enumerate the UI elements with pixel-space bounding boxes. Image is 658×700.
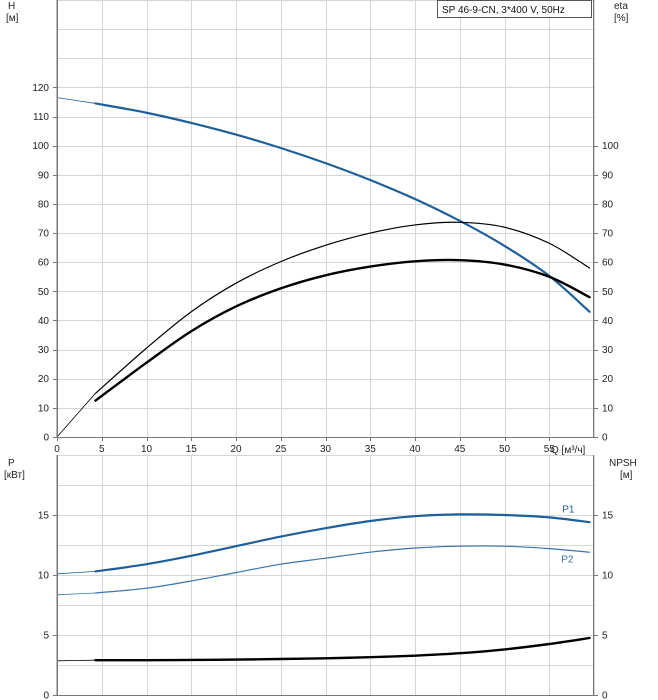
legend-text: SP 46-9-CN, 3*400 V, 50Hz bbox=[442, 5, 565, 16]
x-tick-label: 40 bbox=[409, 444, 421, 455]
y-left-tick-label: 20 bbox=[38, 374, 50, 385]
y-left-tick-label: 5 bbox=[43, 631, 49, 642]
h-axis-unit: [м] bbox=[6, 13, 19, 24]
series-P2-extension bbox=[56, 592, 96, 596]
y-left-tick-label: 120 bbox=[32, 83, 49, 94]
y-left-tick-label: 10 bbox=[38, 403, 50, 414]
series-eta-pump-extension bbox=[56, 393, 96, 438]
y-left-tick-label: 80 bbox=[38, 199, 50, 210]
series-P1-extension bbox=[56, 571, 96, 575]
y-left-tick-label: 0 bbox=[43, 433, 49, 444]
y-left-tick-label: 100 bbox=[32, 141, 49, 152]
y-right-tick-label: 40 bbox=[602, 316, 614, 327]
x-tick-label: 10 bbox=[141, 444, 153, 455]
top-panel-frame bbox=[56, 0, 594, 438]
series-NPSH-extension bbox=[56, 659, 96, 662]
top-grid bbox=[57, 0, 595, 438]
y-left-tick-label: 90 bbox=[38, 170, 50, 181]
power-npsh-panel: P1 P2 0 5 10 15 0 5 10 15 P [кВт] NPSH [м] bbox=[4, 455, 637, 700]
y-left-tick-label: 110 bbox=[33, 112, 49, 123]
bottom-series-layer: P1 P2 bbox=[56, 504, 591, 662]
x-tick-label: 55 bbox=[544, 444, 556, 455]
x-tick-label: 30 bbox=[320, 444, 332, 455]
y-left-tick-label: 50 bbox=[38, 287, 50, 298]
eta-axis-title: eta bbox=[614, 1, 628, 12]
y-right-tick-label: 90 bbox=[602, 170, 614, 181]
y-left-tick-label: 70 bbox=[38, 229, 50, 240]
y-right-tick-label: 0 bbox=[602, 691, 608, 700]
y-right-tick-label: 50 bbox=[602, 287, 614, 298]
top-series-layer bbox=[56, 97, 591, 438]
x-tick-label: 35 bbox=[365, 444, 377, 455]
series-NPSH-line bbox=[94, 636, 591, 662]
x-tick-label: 20 bbox=[230, 444, 242, 455]
legend-box bbox=[437, 0, 592, 18]
p-axis-unit: [кВт] bbox=[4, 470, 25, 481]
x-tick-label: 15 bbox=[186, 444, 198, 455]
series-P1-label: P1 bbox=[562, 504, 575, 515]
y-right-tick-label: 80 bbox=[602, 199, 614, 210]
y-right-tick-label: 10 bbox=[602, 571, 614, 582]
series-eta-pump-line bbox=[94, 221, 591, 394]
series-head-line bbox=[94, 102, 591, 313]
y-right-tick-label: 15 bbox=[602, 511, 614, 522]
y-right-tick-label: 60 bbox=[602, 258, 614, 269]
x-tick-label: 50 bbox=[499, 444, 511, 455]
legend: SP 46-9-CN, 3*400 V, 50Hz bbox=[437, 0, 592, 18]
x-tick-label: 25 bbox=[275, 444, 287, 455]
y-right-tick-label: 100 bbox=[602, 141, 619, 152]
bottom-axes: 0 5 10 15 0 5 10 15 bbox=[38, 455, 614, 700]
series-P2-line bbox=[94, 545, 591, 594]
npsh-axis-unit: [м] bbox=[620, 470, 633, 481]
y-right-tick-label: 30 bbox=[602, 345, 614, 356]
x-tick-label: 0 bbox=[54, 444, 60, 455]
npsh-axis-title: NPSH bbox=[609, 458, 637, 469]
eta-axis-unit: [%] bbox=[614, 13, 629, 24]
series-eta-total-line bbox=[94, 258, 591, 402]
y-right-tick-label: 20 bbox=[602, 374, 614, 385]
head-efficiency-panel: 0102030405060708090100110120010203040506… bbox=[6, 0, 629, 456]
y-right-tick-label: 5 bbox=[602, 631, 608, 642]
q-axis-label: Q [м³/ч] bbox=[551, 445, 586, 456]
y-right-tick-label: 70 bbox=[602, 229, 614, 240]
x-tick-label: 5 bbox=[99, 444, 105, 455]
p-axis-title: P bbox=[8, 458, 15, 469]
y-left-tick-label: 40 bbox=[38, 316, 50, 327]
series-P1-line bbox=[94, 513, 591, 573]
y-left-tick-label: 60 bbox=[38, 258, 50, 269]
series-P2-label: P2 bbox=[561, 555, 574, 566]
top-axes: 0102030405060708090100110120010203040506… bbox=[32, 0, 619, 455]
x-tick-label: 45 bbox=[454, 444, 466, 455]
y-left-tick-label: 0 bbox=[43, 691, 49, 700]
y-left-tick-label: 10 bbox=[38, 571, 50, 582]
y-left-tick-label: 15 bbox=[38, 511, 50, 522]
y-left-tick-label: 30 bbox=[38, 345, 50, 356]
y-right-tick-label: 10 bbox=[602, 403, 614, 414]
series-head-extension bbox=[56, 97, 96, 104]
y-right-tick-label: 0 bbox=[602, 433, 608, 444]
h-axis-title: H bbox=[8, 1, 15, 12]
